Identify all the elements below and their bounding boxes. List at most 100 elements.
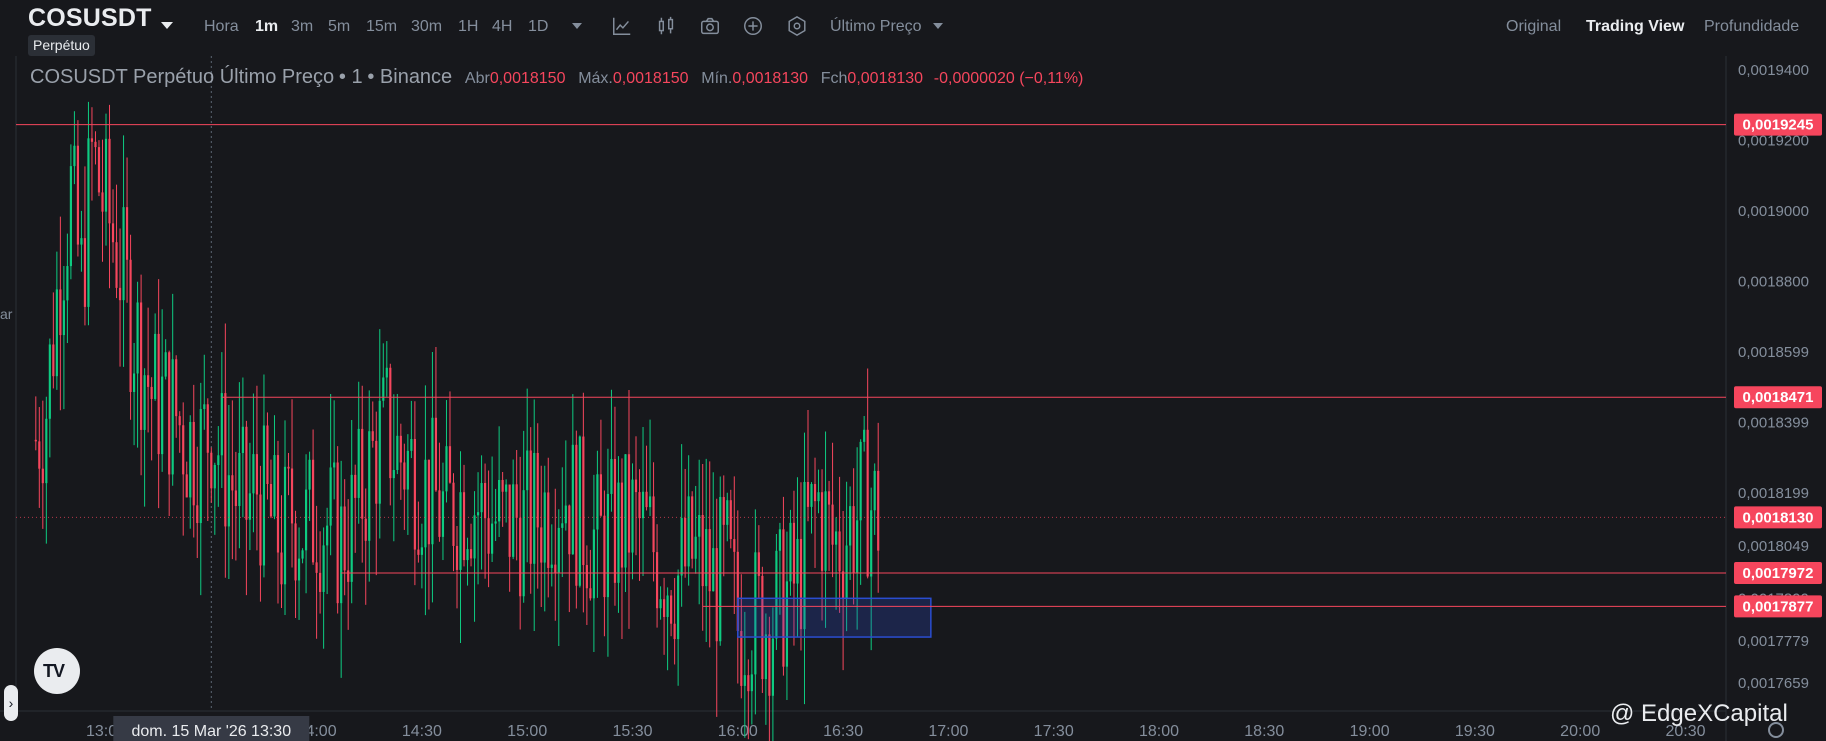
candle-body <box>364 518 367 541</box>
axis-settings-icon[interactable] <box>1768 722 1784 738</box>
candle-body <box>38 441 41 469</box>
candle-body <box>715 548 718 642</box>
candle-body <box>491 523 494 554</box>
candle-body <box>743 675 746 686</box>
candle-body <box>157 333 160 455</box>
camera-icon[interactable] <box>699 15 725 41</box>
view-original[interactable]: Original <box>1506 18 1562 35</box>
candle-body <box>164 352 167 377</box>
timeframe-1m[interactable]: 1m <box>255 18 279 35</box>
candle-body <box>606 493 610 598</box>
candle-body <box>104 138 108 212</box>
timeframe-15m[interactable]: 15m <box>366 18 398 35</box>
x-tick-label: 18:30 <box>1244 723 1284 740</box>
candle-body <box>73 145 76 167</box>
timeframe-30m[interactable]: 30m <box>411 18 443 35</box>
candle-body <box>757 552 760 576</box>
candle-body <box>371 431 374 441</box>
chart-toolbar: COSUSDT Perpétuo Hora 1m 3m 5m 15m 30m 1… <box>0 0 1826 56</box>
candlestick-chart[interactable]: 0,0019400 0,0019200 0,0019000 0,0018800 0,00… <box>0 56 1826 741</box>
y-tick-label: 0,0018199 <box>1738 485 1809 502</box>
candle-body <box>90 138 94 142</box>
candle-body <box>462 492 466 561</box>
legend-exchange: Binance <box>379 66 453 88</box>
symbol-chevron-down-icon[interactable] <box>161 22 173 29</box>
candle-body <box>708 529 711 592</box>
timeframe-3m[interactable]: 3m <box>291 18 314 35</box>
candle-body <box>859 441 862 521</box>
candle-body <box>336 462 339 604</box>
candle-body <box>827 491 831 505</box>
view-depth[interactable]: Profundidade <box>1704 18 1800 35</box>
candle-body <box>533 452 536 564</box>
legend-interval: 1 <box>351 66 363 88</box>
candle-body <box>712 548 715 592</box>
candle-body <box>561 523 564 528</box>
indicator-icon[interactable] <box>611 15 637 41</box>
y-tick-label: 0,0018399 <box>1738 415 1809 432</box>
x-tick-label: 20:30 <box>1665 723 1705 740</box>
timeframe-hora[interactable]: Hora <box>204 18 239 35</box>
candle-body <box>856 520 859 573</box>
candle-body <box>101 192 104 212</box>
timeframe-5m[interactable]: 5m <box>328 18 351 35</box>
candle-body <box>634 479 638 493</box>
candle-body <box>69 166 72 267</box>
candle-body <box>842 571 845 599</box>
candle-body <box>603 515 606 598</box>
candle-body <box>582 436 585 566</box>
candle-body <box>94 141 97 148</box>
candle-body <box>382 377 385 401</box>
price-type-select[interactable]: Último Preço <box>830 18 922 35</box>
price-type-chevron-down-icon[interactable] <box>933 23 943 29</box>
candle-body <box>315 562 318 573</box>
timeframe-1h[interactable]: 1H <box>458 18 479 35</box>
x-tick-label: 15:00 <box>507 723 547 740</box>
candle-body <box>701 515 704 587</box>
candle-body <box>347 570 350 582</box>
low-value: 0,0018130 <box>732 70 809 87</box>
candle-body <box>255 454 259 495</box>
gear-icon[interactable] <box>786 15 812 41</box>
candle-body <box>666 595 669 617</box>
price-level-tag <box>1734 561 1822 584</box>
candle-body <box>466 549 469 561</box>
candle-body <box>498 479 501 522</box>
symbol-title[interactable]: COSUSDT <box>28 4 152 32</box>
candle-body <box>406 450 409 490</box>
plus-circle-icon[interactable] <box>742 15 768 41</box>
sidebar-toggle-handle[interactable]: › <box>4 685 18 721</box>
candle-body <box>276 455 280 553</box>
candle-body <box>789 522 792 582</box>
candle-body <box>571 444 574 555</box>
candle-body <box>677 575 680 640</box>
candle-body <box>824 491 827 571</box>
high-label: Máx. <box>578 70 613 87</box>
candle-body <box>550 564 553 568</box>
timeframe-4h[interactable]: 4H <box>492 18 513 35</box>
x-tick-label: 15:30 <box>612 723 652 740</box>
timeframe-1d[interactable]: 1D <box>528 18 549 35</box>
candle-body <box>719 497 722 642</box>
more-timeframes-chevron-down-icon[interactable] <box>572 23 582 29</box>
y-tick-label: 0,0018049 <box>1738 538 1809 555</box>
candle-body <box>55 289 58 377</box>
view-trading-view[interactable]: Trading View <box>1586 18 1685 35</box>
y-tick-label: 0,0019000 <box>1738 203 1809 220</box>
tradingview-logo[interactable]: TV <box>34 648 80 694</box>
candle-body <box>111 223 115 243</box>
candle-body <box>97 147 101 193</box>
candle-body <box>326 525 329 546</box>
candle-body <box>775 550 778 639</box>
candle-body <box>733 539 736 552</box>
candle-body <box>483 483 487 519</box>
candle-body <box>417 549 420 555</box>
candle-body <box>792 522 796 584</box>
candle-body <box>231 475 234 491</box>
candle-style-icon[interactable] <box>655 15 681 41</box>
candle-body <box>863 429 866 442</box>
candle-body <box>220 393 223 456</box>
candle-body <box>76 145 80 245</box>
candle-body <box>410 438 413 451</box>
candle-body <box>227 475 230 527</box>
